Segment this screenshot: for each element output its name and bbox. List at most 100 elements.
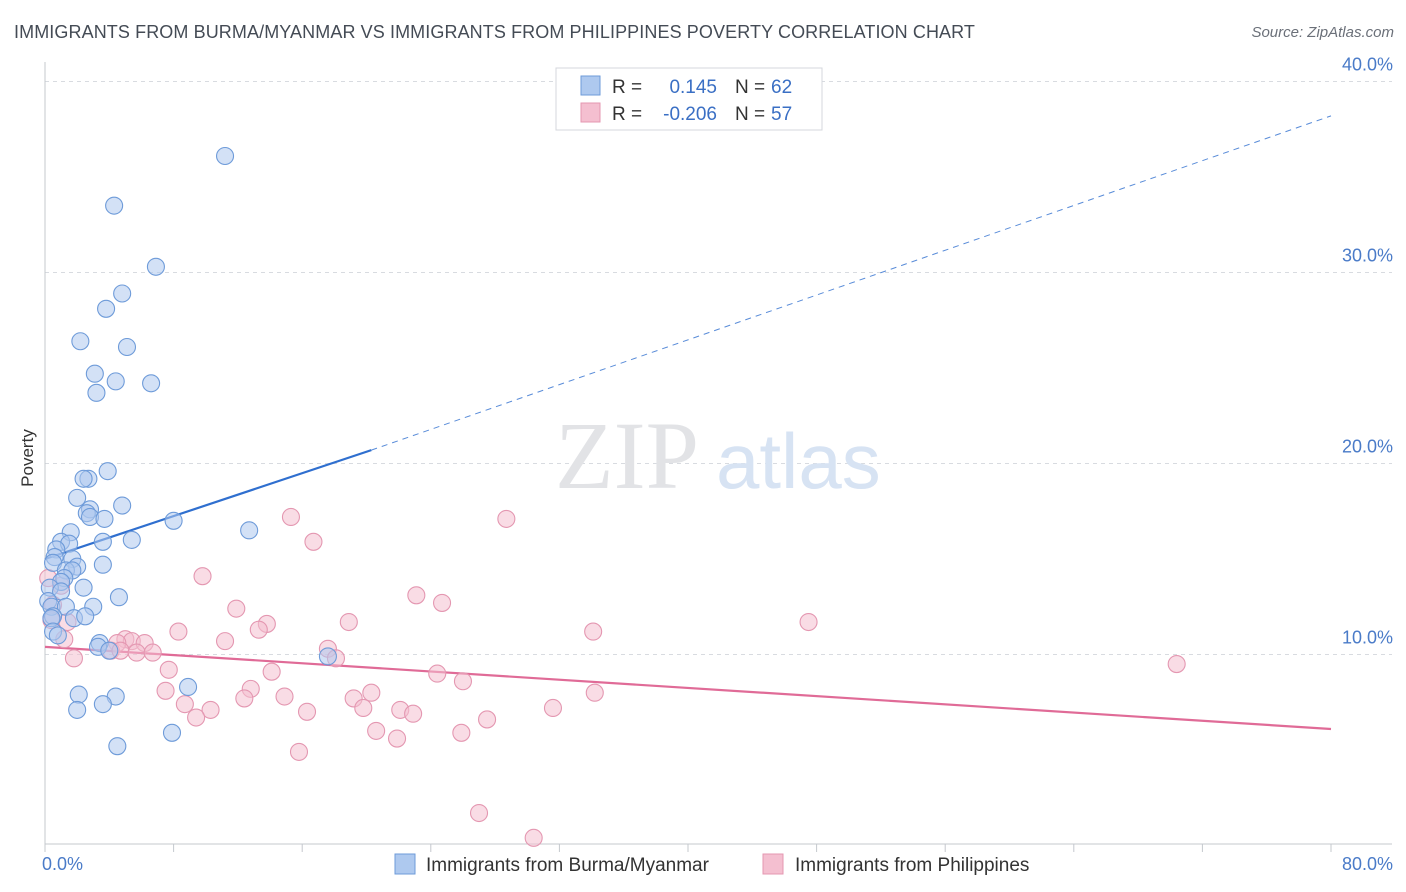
bottom-legend-swatch-philippines bbox=[762, 853, 784, 875]
point-philippines-1 bbox=[497, 509, 516, 528]
chart-source: Source: ZipAtlas.com bbox=[1251, 24, 1394, 41]
point-burma-40 bbox=[109, 588, 128, 607]
point-philippines-48 bbox=[543, 698, 563, 718]
x-tick-label-max: 80.0% bbox=[1342, 854, 1393, 874]
point-burma-48 bbox=[76, 607, 95, 626]
bottom-legend-label-philippines: Immigrants from Philippines bbox=[795, 855, 1029, 876]
point-philippines-6 bbox=[407, 586, 426, 605]
point-burma-4 bbox=[97, 299, 116, 318]
legend-n-value-burma: 62 bbox=[771, 77, 792, 98]
y-tick-label-30: 30.0% bbox=[1342, 246, 1393, 266]
point-burma-50 bbox=[48, 626, 67, 645]
point-philippines-40 bbox=[235, 689, 254, 708]
point-philippines-38 bbox=[362, 683, 381, 702]
point-burma-61 bbox=[108, 737, 127, 756]
watermark-atlas: atlas bbox=[716, 417, 881, 505]
point-burma-10 bbox=[87, 383, 106, 402]
legend-r-label-burma: R = bbox=[612, 77, 642, 98]
y-tick-label-40: 40.0% bbox=[1342, 55, 1393, 75]
point-philippines-30 bbox=[64, 649, 83, 668]
point-burma-24 bbox=[122, 530, 141, 549]
point-burma-7 bbox=[85, 364, 104, 383]
watermark-zip: ZIP bbox=[555, 402, 699, 509]
point-burma-38 bbox=[74, 578, 93, 597]
point-burma-6 bbox=[117, 337, 137, 357]
point-philippines-41 bbox=[275, 687, 294, 706]
point-burma-55 bbox=[179, 677, 198, 697]
point-philippines-15 bbox=[584, 622, 603, 641]
chart-title: IMMIGRANTS FROM BURMA/MYANMAR VS IMMIGRA… bbox=[14, 22, 976, 42]
point-burma-23 bbox=[93, 532, 112, 551]
grid-layer bbox=[45, 81, 1392, 655]
point-philippines-27 bbox=[143, 643, 162, 662]
point-philippines-14 bbox=[799, 612, 818, 632]
point-burma-20 bbox=[164, 511, 183, 530]
point-philippines-3 bbox=[193, 567, 212, 586]
point-philippines-53 bbox=[387, 729, 407, 748]
point-philippines-36 bbox=[156, 681, 175, 700]
point-burma-53 bbox=[100, 641, 119, 660]
point-burma-1 bbox=[105, 196, 124, 215]
point-philippines-33 bbox=[428, 664, 447, 683]
axes-layer: 10.0% 20.0% 30.0% 40.0% 0.0% 80.0% bbox=[42, 55, 1393, 875]
point-burma-15 bbox=[113, 496, 132, 515]
bottom-legend-label-burma: Immigrants from Burma/Myanmar bbox=[426, 855, 710, 876]
point-burma-14 bbox=[68, 488, 87, 507]
point-philippines-47 bbox=[297, 702, 317, 721]
point-burma-9 bbox=[142, 374, 161, 393]
point-philippines-57 bbox=[524, 828, 543, 847]
point-philippines-34 bbox=[453, 672, 473, 691]
point-burma-54 bbox=[318, 647, 337, 666]
x-tick-label-min: 0.0% bbox=[42, 854, 83, 874]
legend: R = 0.145 N = 62 R = -0.206 N = 57 bbox=[555, 67, 823, 131]
point-philippines-13 bbox=[339, 612, 358, 632]
point-burma-59 bbox=[68, 700, 87, 719]
points-layer bbox=[39, 146, 1186, 847]
point-philippines-0 bbox=[281, 507, 300, 527]
point-philippines-39 bbox=[585, 683, 604, 702]
y-axis-label: Poverty bbox=[18, 429, 37, 487]
point-burma-2 bbox=[146, 257, 165, 276]
point-burma-5 bbox=[71, 332, 90, 351]
point-philippines-7 bbox=[433, 593, 452, 612]
legend-n-value-philippines: 57 bbox=[771, 104, 792, 125]
point-philippines-32 bbox=[262, 662, 281, 681]
legend-r-value-burma: 0.145 bbox=[669, 77, 717, 98]
y-tick-label-20: 20.0% bbox=[1342, 437, 1393, 457]
trend-line-philippines bbox=[44, 645, 1332, 731]
point-philippines-56 bbox=[469, 803, 489, 823]
legend-swatch-burma bbox=[580, 75, 601, 96]
point-philippines-31 bbox=[159, 660, 178, 679]
point-philippines-44 bbox=[175, 695, 194, 714]
point-burma-56 bbox=[69, 685, 88, 704]
point-philippines-50 bbox=[187, 708, 206, 727]
point-philippines-52 bbox=[367, 721, 386, 740]
point-burma-21 bbox=[240, 521, 259, 540]
legend-r-value-philippines: -0.206 bbox=[663, 104, 717, 125]
bottom-legend: Immigrants from Burma/Myanmar Immigrants… bbox=[394, 853, 1029, 876]
point-philippines-45 bbox=[201, 700, 220, 719]
point-philippines-16 bbox=[249, 620, 268, 639]
point-burma-3 bbox=[113, 284, 132, 303]
watermark: ZIP atlas bbox=[555, 402, 881, 509]
point-philippines-22 bbox=[215, 632, 235, 651]
point-burma-13 bbox=[74, 469, 93, 488]
point-philippines-49 bbox=[404, 704, 423, 723]
point-burma-11 bbox=[98, 462, 117, 481]
point-philippines-9 bbox=[227, 599, 246, 618]
legend-n-label-philippines: N = bbox=[735, 104, 765, 125]
point-burma-0 bbox=[215, 146, 235, 166]
point-philippines-2 bbox=[304, 532, 323, 551]
bottom-legend-swatch-burma bbox=[394, 853, 416, 875]
point-burma-58 bbox=[93, 695, 112, 714]
point-philippines-17 bbox=[169, 622, 188, 641]
point-burma-8 bbox=[106, 372, 125, 391]
trend-line-burma-extension bbox=[371, 115, 1332, 451]
point-philippines-26 bbox=[127, 643, 146, 662]
legend-r-label-philippines: R = bbox=[612, 104, 642, 125]
y-tick-label-10: 10.0% bbox=[1342, 628, 1393, 648]
point-philippines-55 bbox=[289, 742, 309, 761]
point-philippines-54 bbox=[452, 723, 471, 742]
point-burma-19 bbox=[95, 509, 114, 528]
